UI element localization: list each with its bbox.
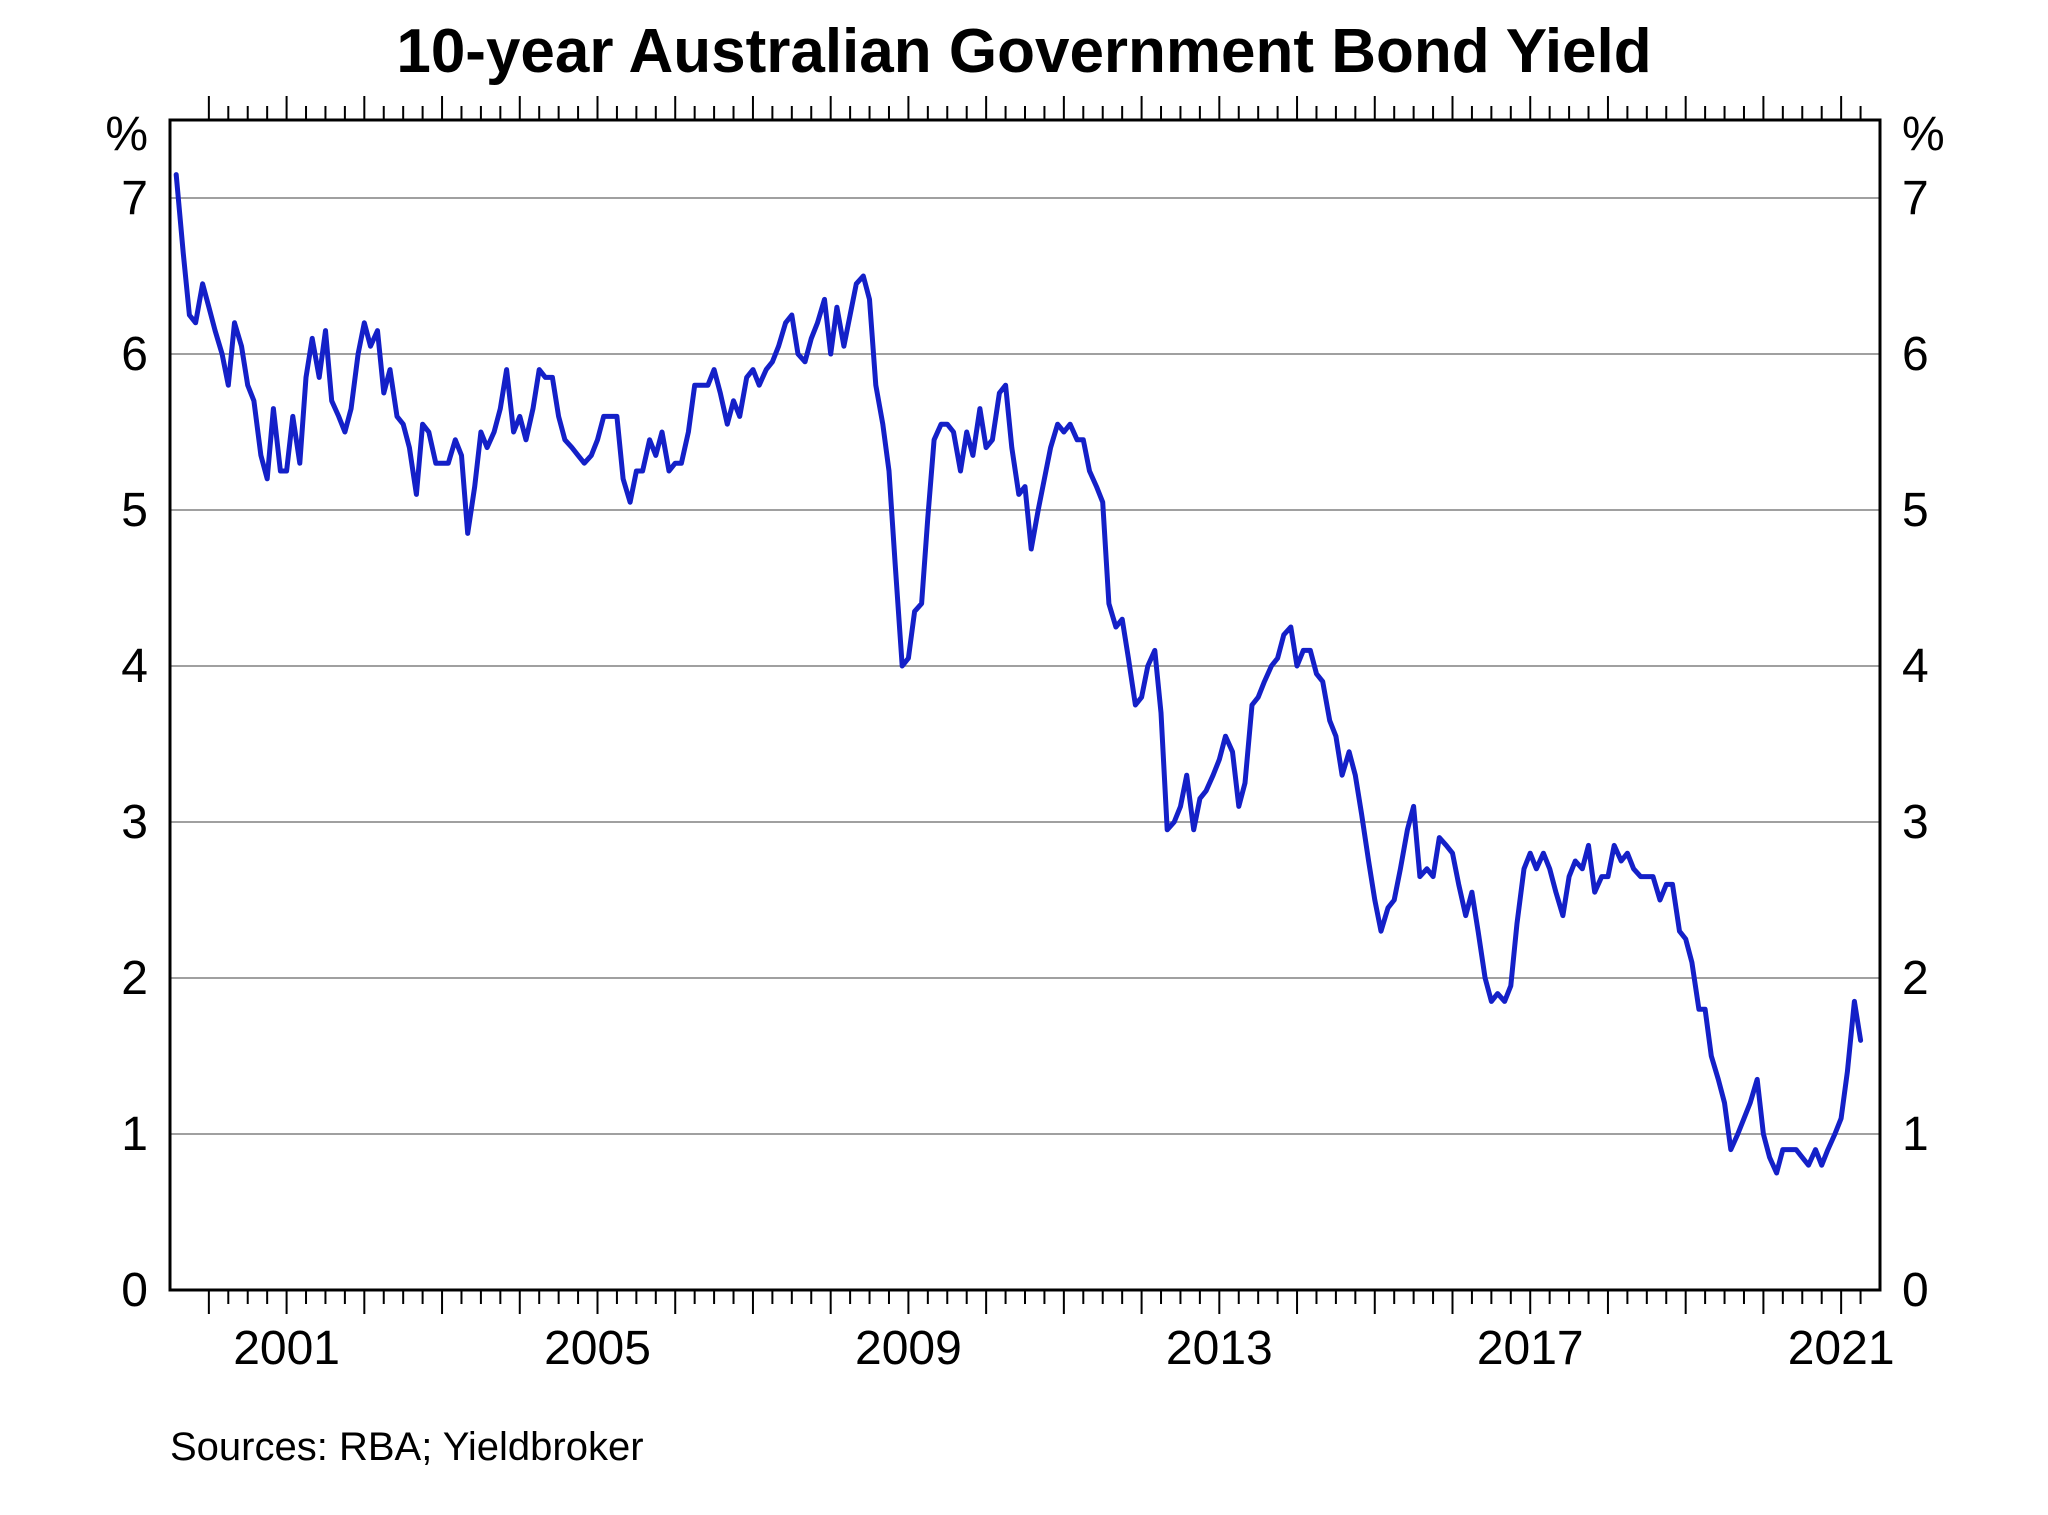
y-unit-right: %	[1902, 108, 1945, 161]
y-tick-label-left: 3	[121, 796, 148, 849]
x-tick-label: 2001	[233, 1322, 340, 1375]
y-tick-label-left: 0	[121, 1264, 148, 1317]
x-tick-label: 2013	[1166, 1322, 1273, 1375]
y-tick-label-left: 7	[121, 172, 148, 225]
x-tick-label: 2017	[1477, 1322, 1584, 1375]
y-tick-label-left: 6	[121, 328, 148, 381]
sources-label: Sources: RBA; Yieldbroker	[170, 1425, 644, 1469]
y-tick-label-right: 5	[1902, 484, 1929, 537]
y-tick-label-right: 7	[1902, 172, 1929, 225]
chart-svg: 10-year Australian Government Bond Yield…	[0, 0, 2048, 1515]
chart-title: 10-year Australian Government Bond Yield	[396, 17, 1651, 86]
y-tick-label-left: 5	[121, 484, 148, 537]
y-tick-label-left: 4	[121, 640, 148, 693]
chart-background	[0, 0, 2048, 1515]
y-tick-label-right: 3	[1902, 796, 1929, 849]
x-tick-label: 2009	[855, 1322, 962, 1375]
x-tick-label: 2005	[544, 1322, 651, 1375]
y-tick-label-right: 1	[1902, 1108, 1929, 1161]
y-tick-label-right: 6	[1902, 328, 1929, 381]
y-tick-label-right: 0	[1902, 1264, 1929, 1317]
y-tick-label-right: 2	[1902, 952, 1929, 1005]
x-tick-label: 2021	[1788, 1322, 1895, 1375]
y-unit-left: %	[105, 108, 148, 161]
chart-container: 10-year Australian Government Bond Yield…	[0, 0, 2048, 1515]
y-tick-label-left: 2	[121, 952, 148, 1005]
y-tick-label-right: 4	[1902, 640, 1929, 693]
y-tick-label-left: 1	[121, 1108, 148, 1161]
